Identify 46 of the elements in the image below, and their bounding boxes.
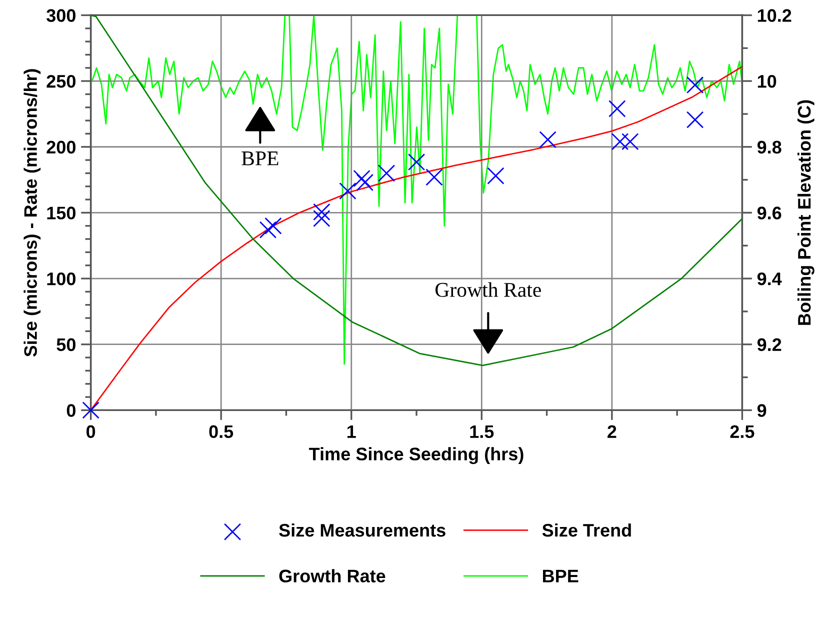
point xyxy=(539,131,556,148)
point xyxy=(686,111,704,128)
point xyxy=(339,182,356,200)
point xyxy=(378,164,396,182)
point xyxy=(608,100,626,118)
y2-tick-label: 9 xyxy=(757,404,766,417)
y2-tick-label: 9.8 xyxy=(757,140,782,154)
y-tick-label: 200 xyxy=(46,140,76,154)
x-axis-title: Time Since Seeding (hrs) xyxy=(309,447,524,464)
y2-tick-label: 10.2 xyxy=(758,9,792,22)
legend-label: Size Measurements xyxy=(279,523,446,537)
x-tick-label: 1.5 xyxy=(470,425,494,438)
y2-tick-label: 9.4 xyxy=(757,272,782,286)
point xyxy=(356,174,374,192)
point xyxy=(353,170,370,188)
legend-label: BPE xyxy=(543,570,578,582)
legend-label: Size Trend xyxy=(542,523,631,537)
y-tick-label: 300 xyxy=(46,9,76,22)
point xyxy=(622,132,639,150)
point xyxy=(686,76,704,94)
x-tick-label: 0 xyxy=(86,425,96,438)
y2-tick-label: 9.2 xyxy=(757,338,782,352)
point xyxy=(313,203,330,221)
point xyxy=(611,132,629,150)
x-tick-label: 2 xyxy=(608,425,616,438)
point xyxy=(259,221,277,238)
point xyxy=(426,168,443,186)
y2-tick-label: 10 xyxy=(758,74,776,88)
annotation: BPE xyxy=(242,152,278,166)
y2-tick-label: 9.6 xyxy=(757,206,782,220)
x-tick-label: 2.5 xyxy=(730,425,754,438)
y-tick-label: 0 xyxy=(66,404,76,417)
point xyxy=(487,167,504,184)
x-tick-label: 0.5 xyxy=(209,425,234,438)
y2-axis-title: Boiling Point Elevation (C) xyxy=(797,100,814,325)
annotation: Growth Rate xyxy=(435,282,541,297)
legend-label: Growth Rate xyxy=(279,569,386,582)
x-tick-label: 1 xyxy=(347,425,356,438)
point xyxy=(264,217,282,234)
point xyxy=(408,153,426,171)
y-tick-label: 250 xyxy=(46,74,76,88)
y-tick-label: 100 xyxy=(47,272,76,286)
y-axis-title: Size (microns) - Rate (microns/hr) xyxy=(24,69,41,357)
point xyxy=(313,210,330,228)
y-tick-label: 150 xyxy=(47,206,76,220)
y-tick-label: 50 xyxy=(56,338,76,352)
